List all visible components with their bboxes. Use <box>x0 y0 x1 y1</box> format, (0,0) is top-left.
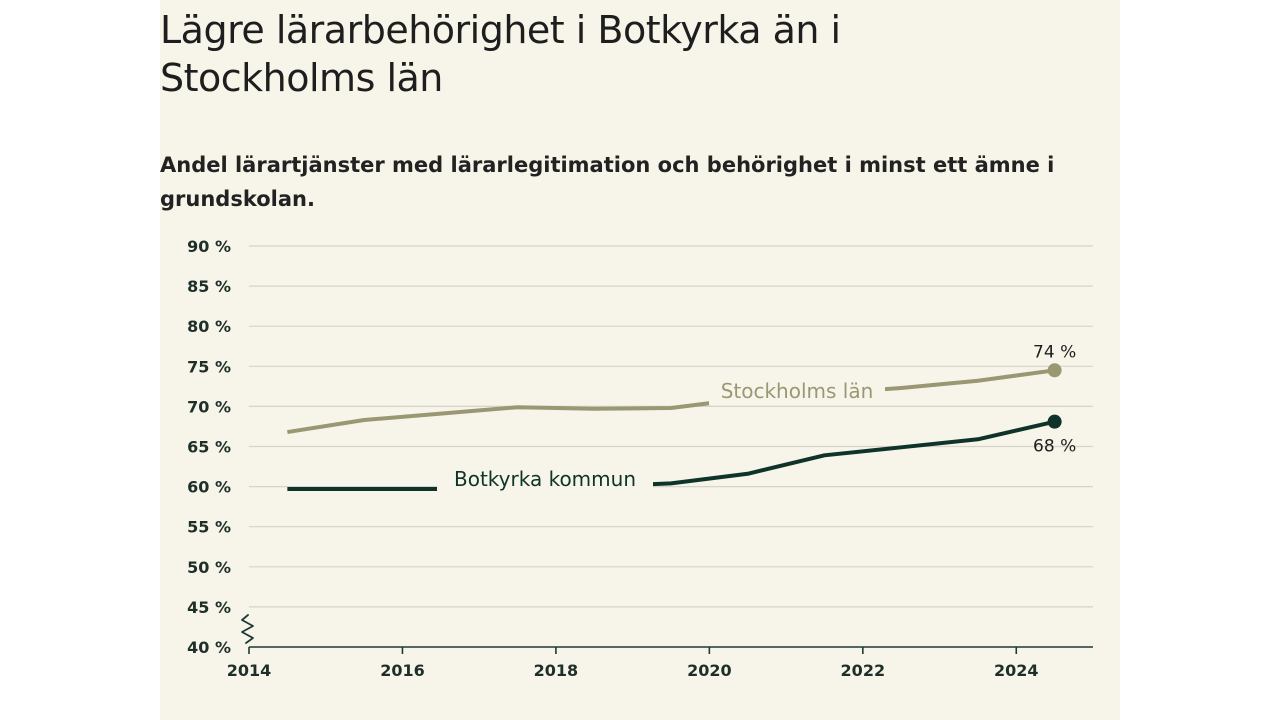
chart-subtitle: Andel lärartjänster med lärarlegitimatio… <box>160 153 1055 211</box>
data-labels: Stockholms län 74 % Botkyrka kommun 68 % <box>437 342 1076 493</box>
x-tick-label: 2022 <box>841 661 886 680</box>
y-tick-label: 90 % <box>187 237 231 256</box>
y-tick-label: 75 % <box>187 357 231 376</box>
series-label: Botkyrka kommun <box>454 467 636 491</box>
end-point-marker <box>1047 414 1062 429</box>
series-lines <box>287 363 1062 492</box>
y-tick-label: 40 % <box>187 638 231 657</box>
axis-break-icon <box>241 614 254 644</box>
end-point-marker <box>1047 363 1062 378</box>
series-label-bg <box>709 375 885 405</box>
y-tick-label: 55 % <box>187 518 231 537</box>
x-tick-label: 2018 <box>534 661 579 680</box>
series-line <box>287 368 1055 435</box>
y-tick-label: 80 % <box>187 317 231 336</box>
series-label-bg <box>437 463 653 493</box>
y-tick-label: 60 % <box>187 478 231 497</box>
x-tick-label: 2014 <box>227 661 272 680</box>
series-label: Stockholms län <box>721 379 874 403</box>
y-tick-label: 45 % <box>187 598 231 617</box>
series-line <box>287 419 1056 492</box>
end-value-label: 74 % <box>1033 342 1076 362</box>
y-tick-label: 65 % <box>187 438 231 457</box>
y-tick-label: 85 % <box>187 277 231 296</box>
gridlines <box>249 245 1093 608</box>
x-tick-label: 2016 <box>380 661 425 680</box>
y-tick-label: 50 % <box>187 558 231 577</box>
chart-panel <box>160 0 1120 720</box>
x-tick-label: 2020 <box>687 661 732 680</box>
chart-title: Lägre lärarbehörighet i Botkyrka än i St… <box>160 8 841 100</box>
x-tick-label: 2024 <box>994 661 1039 680</box>
end-value-label: 68 % <box>1033 437 1076 457</box>
y-tick-label: 70 % <box>187 397 231 416</box>
axes: 40 % 45 % 50 % 55 % 60 % 65 % 70 % 75 % 80 % 85 %… <box>187 237 1093 680</box>
